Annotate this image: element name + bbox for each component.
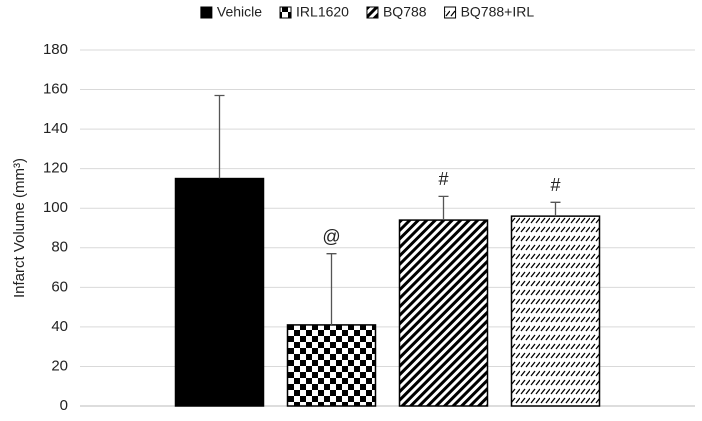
error-bar bbox=[550, 201, 561, 217]
error-bar bbox=[326, 253, 337, 325]
bar bbox=[398, 219, 489, 407]
annotation: @ bbox=[322, 226, 340, 246]
y-tick-label: 60 bbox=[51, 278, 68, 295]
y-tick-label: 20 bbox=[51, 357, 68, 374]
legend-swatch bbox=[200, 6, 213, 19]
y-tick-label: 100 bbox=[43, 199, 68, 216]
legend-swatch bbox=[366, 6, 379, 19]
legend-swatch bbox=[444, 6, 457, 19]
y-tick-label: 80 bbox=[51, 239, 68, 256]
y-tick-label: 120 bbox=[43, 160, 68, 177]
bar bbox=[286, 324, 377, 407]
y-tick-label: 160 bbox=[43, 81, 68, 98]
y-tick-label: 140 bbox=[43, 120, 68, 137]
error-bar bbox=[214, 94, 225, 179]
legend-swatch bbox=[279, 6, 292, 19]
bar bbox=[510, 215, 601, 407]
legend-label: BQ788+IRL bbox=[461, 4, 535, 20]
error-bar bbox=[438, 195, 449, 221]
y-tick-label: 180 bbox=[43, 41, 68, 58]
y-axis-label: Infarct Volume (mm³) bbox=[11, 158, 28, 298]
y-tick-label: 40 bbox=[51, 318, 68, 335]
legend-label: IRL1620 bbox=[296, 4, 349, 20]
y-tick-label: 0 bbox=[60, 397, 68, 414]
legend-label: Vehicle bbox=[217, 4, 262, 20]
annotation: # bbox=[438, 169, 448, 189]
legend-label: BQ788 bbox=[383, 4, 427, 20]
annotation: # bbox=[550, 175, 560, 195]
bar bbox=[174, 177, 265, 407]
